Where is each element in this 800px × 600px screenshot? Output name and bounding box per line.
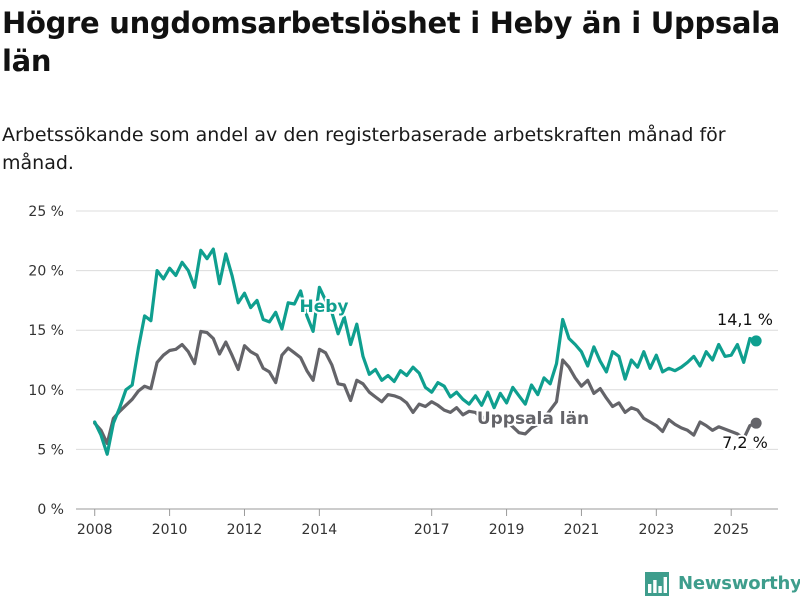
- series-line-uppsala-lan: [93, 329, 758, 445]
- x-axis: 2008 2010 2012 2014 2017 2019 2021 2023 2025: [77, 509, 749, 538]
- end-point-heby: [750, 335, 762, 347]
- y-tick-label: 10 %: [28, 383, 64, 399]
- series-lines: [93, 247, 762, 456]
- x-tick-label: 2025: [713, 522, 749, 538]
- y-tick-label: 20 %: [28, 264, 64, 280]
- y-tick-label: 15 %: [28, 323, 64, 339]
- end-value-label-uppsala-lan: 7,2 %: [722, 433, 768, 452]
- y-tick-label: 5 %: [37, 442, 64, 458]
- chart-subtitle: Arbetssökande som andel av den registerb…: [2, 124, 726, 174]
- y-axis-tick-labels: 0 % 5 % 10 % 15 % 20 % 25 %: [28, 204, 64, 518]
- series-labels: Heby Uppsala län 14,1 % 7,2 %: [297, 295, 774, 454]
- line-chart: 0 %5 %10 %15 %20 %25 % 2008 2010 2012 2014 2…: [28, 204, 778, 538]
- x-tick-label: 2019: [489, 522, 525, 538]
- series-label-uppsala-lan: Uppsala län: [477, 409, 589, 429]
- gridlines: [76, 210, 778, 510]
- x-tick-label: 2008: [77, 522, 113, 538]
- x-tick-label: 2017: [414, 522, 450, 538]
- end-value-label-heby: 14,1 %: [717, 310, 773, 329]
- bar-chart-logo-icon: [645, 572, 669, 596]
- x-tick-label: 2010: [152, 522, 188, 538]
- y-tick-label: 25 %: [28, 204, 64, 220]
- x-tick-label: 2012: [227, 522, 263, 538]
- x-tick-label: 2023: [638, 522, 674, 538]
- series-line-heby: [93, 247, 758, 456]
- x-tick-label: 2021: [564, 522, 600, 538]
- brand-name: Newsworthy: [678, 572, 800, 594]
- chart-title: Högre ungdomsarbetslöshet i Heby än i Up…: [2, 6, 781, 78]
- y-tick-label: 0 %: [37, 502, 64, 518]
- newsworthy-logo: Newsworthy: [644, 568, 800, 598]
- end-point-uppsala-lan: [750, 417, 762, 429]
- series-label-heby: Heby: [299, 297, 348, 317]
- x-tick-label: 2014: [302, 522, 338, 538]
